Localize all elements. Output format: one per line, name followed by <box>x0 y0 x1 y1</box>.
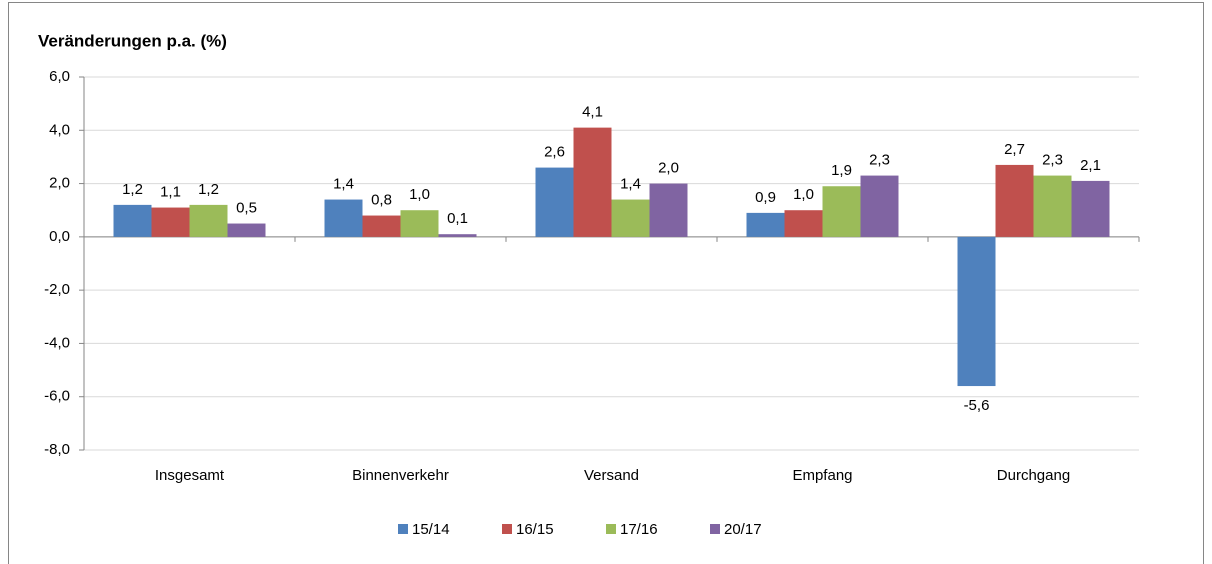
legend-swatch <box>398 524 408 534</box>
y-tick-label: 4,0 <box>49 121 70 138</box>
value-label: 1,0 <box>793 186 814 203</box>
bar <box>784 210 823 237</box>
bar <box>362 215 401 237</box>
value-label: 1,2 <box>198 181 219 198</box>
y-tick-label: 2,0 <box>49 175 70 192</box>
bar <box>227 223 266 237</box>
bar <box>535 167 574 237</box>
bar <box>746 212 785 237</box>
y-tick-label: -2,0 <box>44 281 70 298</box>
legend-label: 16/15 <box>516 521 554 538</box>
y-tick-label: -6,0 <box>44 388 70 405</box>
bar <box>649 183 688 237</box>
value-label: 1,4 <box>620 176 641 193</box>
value-label: 2,3 <box>1042 152 1063 169</box>
y-tick-label: 0,0 <box>49 228 70 245</box>
bar <box>189 204 228 237</box>
bar <box>573 127 612 237</box>
value-label: 2,1 <box>1080 157 1101 174</box>
x-tick-label: Insgesamt <box>155 467 225 484</box>
bar <box>113 204 152 237</box>
value-label: 2,3 <box>869 152 890 169</box>
x-tick-label: Binnenverkehr <box>352 467 449 484</box>
value-label: 1,1 <box>160 184 181 201</box>
bar <box>611 199 650 237</box>
legend-label: 15/14 <box>412 521 450 538</box>
bar <box>438 234 477 237</box>
value-label: 4,1 <box>582 104 603 121</box>
y-tick-label: 6,0 <box>49 68 70 85</box>
value-label: 0,1 <box>447 210 468 227</box>
value-label: 1,2 <box>122 181 143 198</box>
bar <box>995 164 1034 237</box>
y-tick-label: -8,0 <box>44 441 70 458</box>
bar <box>151 207 190 237</box>
bar <box>1033 175 1072 237</box>
value-label: 2,0 <box>658 160 679 177</box>
x-tick-label: Empfang <box>792 467 852 484</box>
bar <box>400 210 439 237</box>
legend-swatch <box>606 524 616 534</box>
bar <box>822 186 861 237</box>
x-tick-label: Versand <box>584 467 639 484</box>
chart-frame <box>8 2 1204 564</box>
chart-title: Veränderungen p.a. (%) <box>38 31 227 50</box>
legend-swatch <box>710 524 720 534</box>
legend-label: 20/17 <box>724 521 762 538</box>
value-label: 0,8 <box>371 192 392 209</box>
value-label: 0,5 <box>236 200 257 217</box>
bar <box>324 199 363 237</box>
value-label: 1,9 <box>831 162 852 179</box>
bar <box>957 236 996 387</box>
x-tick-label: Durchgang <box>997 467 1070 484</box>
legend-swatch <box>502 524 512 534</box>
y-tick-label: -4,0 <box>44 334 70 351</box>
value-label: -5,6 <box>964 397 990 414</box>
bar <box>1071 180 1110 237</box>
bar <box>860 175 899 237</box>
value-label: 2,6 <box>544 144 565 161</box>
value-label: 2,7 <box>1004 141 1025 158</box>
legend-label: 17/16 <box>620 521 658 538</box>
value-label: 1,0 <box>409 186 430 203</box>
value-label: 1,4 <box>333 176 354 193</box>
value-label: 0,9 <box>755 189 776 206</box>
